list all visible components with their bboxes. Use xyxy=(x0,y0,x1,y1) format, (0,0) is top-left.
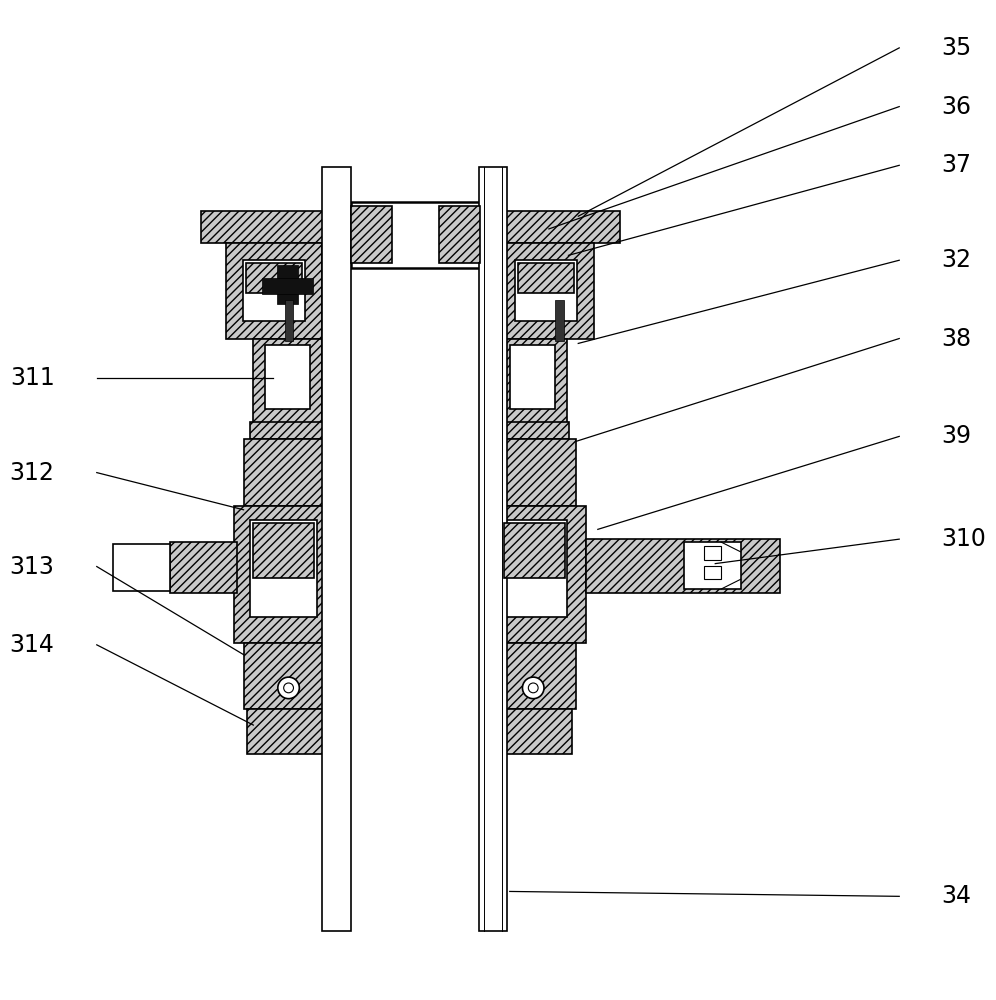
Text: 32: 32 xyxy=(941,248,971,272)
Bar xyxy=(170,542,237,593)
Bar xyxy=(439,206,480,263)
Text: 311: 311 xyxy=(10,366,55,390)
Bar xyxy=(285,300,294,341)
Text: 37: 37 xyxy=(941,153,971,177)
Text: 313: 313 xyxy=(10,555,55,579)
Circle shape xyxy=(528,683,538,693)
Bar xyxy=(226,243,322,339)
Bar xyxy=(498,211,621,243)
Bar xyxy=(500,520,567,617)
Bar xyxy=(250,520,317,617)
Text: 314: 314 xyxy=(10,633,55,657)
Bar xyxy=(244,439,332,506)
Bar xyxy=(488,643,577,709)
Bar xyxy=(703,566,721,579)
Bar xyxy=(510,345,555,409)
Bar xyxy=(250,422,325,439)
Bar xyxy=(244,643,332,709)
Bar xyxy=(262,278,313,294)
Bar xyxy=(498,339,567,431)
Bar xyxy=(555,300,564,341)
Bar xyxy=(515,260,578,321)
Bar xyxy=(498,243,594,339)
Bar xyxy=(246,263,302,293)
Bar xyxy=(114,544,170,591)
Bar xyxy=(495,422,570,439)
Text: 34: 34 xyxy=(941,884,971,908)
Bar xyxy=(586,539,780,593)
Bar xyxy=(253,339,322,431)
Bar xyxy=(277,265,299,304)
Bar xyxy=(352,206,392,263)
Bar xyxy=(352,202,480,268)
Bar xyxy=(234,506,334,643)
Text: 35: 35 xyxy=(941,36,972,60)
Bar xyxy=(479,167,507,931)
Text: 38: 38 xyxy=(941,327,972,351)
Bar xyxy=(492,709,573,754)
Text: 39: 39 xyxy=(941,424,971,448)
Bar xyxy=(243,260,305,321)
Text: 310: 310 xyxy=(941,527,986,551)
Bar xyxy=(504,523,565,578)
Bar xyxy=(265,345,310,409)
Bar xyxy=(684,542,741,589)
Bar xyxy=(247,709,328,754)
Bar xyxy=(703,546,721,560)
Bar xyxy=(486,506,586,643)
Circle shape xyxy=(284,683,294,693)
Bar xyxy=(201,211,327,243)
Circle shape xyxy=(523,677,544,699)
Bar xyxy=(253,523,314,578)
Text: 36: 36 xyxy=(941,95,971,119)
Text: 312: 312 xyxy=(10,461,55,485)
Circle shape xyxy=(278,677,300,699)
Bar xyxy=(518,263,575,293)
Bar xyxy=(488,439,577,506)
Bar xyxy=(322,167,352,931)
